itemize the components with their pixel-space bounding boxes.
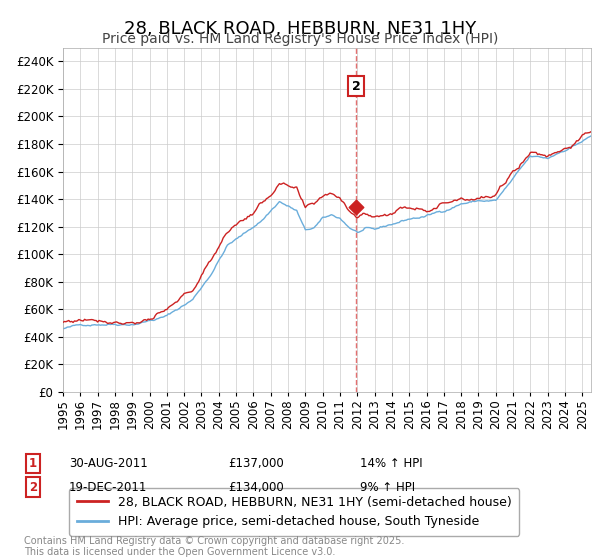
- Point: [351, 203, 361, 212]
- Text: 9% ↑ HPI: 9% ↑ HPI: [360, 480, 415, 494]
- Text: 19-DEC-2011: 19-DEC-2011: [69, 480, 148, 494]
- Text: 14% ↑ HPI: 14% ↑ HPI: [360, 457, 422, 470]
- Text: Contains HM Land Registry data © Crown copyright and database right 2025.
This d: Contains HM Land Registry data © Crown c…: [24, 535, 404, 557]
- Text: Price paid vs. HM Land Registry's House Price Index (HPI): Price paid vs. HM Land Registry's House …: [102, 32, 498, 46]
- Text: 2: 2: [352, 80, 360, 92]
- Text: £137,000: £137,000: [228, 457, 284, 470]
- Legend: 28, BLACK ROAD, HEBBURN, NE31 1HY (semi-detached house), HPI: Average price, sem: 28, BLACK ROAD, HEBBURN, NE31 1HY (semi-…: [69, 488, 519, 535]
- Text: 1: 1: [29, 457, 37, 470]
- Text: 2: 2: [29, 480, 37, 494]
- Text: 28, BLACK ROAD, HEBBURN, NE31 1HY: 28, BLACK ROAD, HEBBURN, NE31 1HY: [124, 20, 476, 38]
- Text: £134,000: £134,000: [228, 480, 284, 494]
- Text: 30-AUG-2011: 30-AUG-2011: [69, 457, 148, 470]
